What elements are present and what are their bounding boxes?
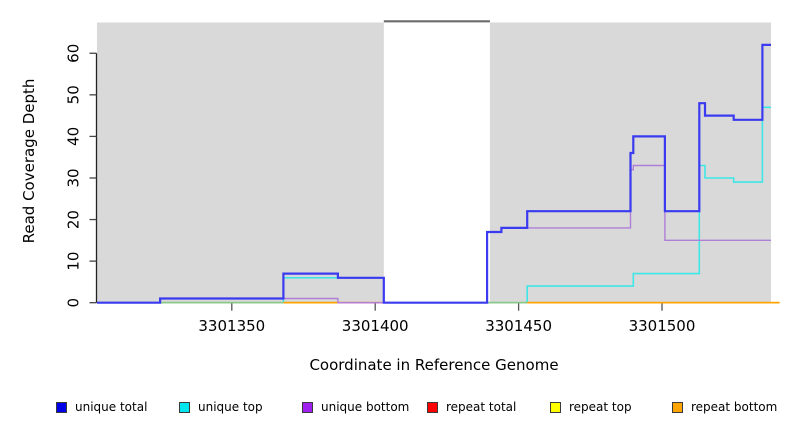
legend-item-unique-bottom: unique bottom xyxy=(302,398,409,416)
legend-item-repeat-total: repeat total xyxy=(427,398,516,416)
y-tick-label: 60 xyxy=(64,44,82,63)
x-axis-title: Coordinate in Reference Genome xyxy=(309,356,559,374)
y-tick-label: 50 xyxy=(65,85,83,104)
legend-label: unique bottom xyxy=(321,400,410,414)
legend-label: unique total xyxy=(75,400,148,414)
legend-item-unique-top: unique top xyxy=(179,398,263,416)
y-tick-label: 40 xyxy=(65,127,83,146)
legend-label: unique top xyxy=(198,400,263,414)
legend-item-repeat-top: repeat top xyxy=(550,398,632,416)
unique-top-swatch-icon xyxy=(179,401,190,413)
x-tick-label: 3301350 xyxy=(198,317,265,335)
legend-label: repeat bottom xyxy=(691,400,778,414)
legend-label: repeat top xyxy=(569,400,632,414)
repeat-bottom-swatch-icon xyxy=(672,401,683,413)
y-tick-label: 30 xyxy=(64,168,82,187)
x-tick-label: 3301400 xyxy=(342,317,409,335)
x-tick-label: 3301500 xyxy=(629,317,696,335)
x-tick-label: 3301450 xyxy=(485,317,552,335)
y-axis-title: Read Coverage Depth xyxy=(20,78,38,244)
unique-bottom-swatch-icon xyxy=(302,401,313,413)
masked-region xyxy=(383,20,490,303)
repeat-total-swatch-icon xyxy=(427,401,438,413)
y-tick-label: 10 xyxy=(65,252,83,271)
legend-item-repeat-bottom: repeat bottom xyxy=(672,398,777,416)
legend: unique total unique top unique bottom re… xyxy=(0,398,792,418)
series-unique-total xyxy=(97,43,771,304)
y-tick-label: 0 xyxy=(65,298,83,308)
y-tick-label: 20 xyxy=(64,210,82,229)
legend-label: repeat total xyxy=(446,400,517,414)
repeat-top-swatch-icon xyxy=(550,401,561,413)
unique-total-swatch-icon xyxy=(56,401,67,413)
legend-item-unique-total: unique total xyxy=(56,398,147,416)
